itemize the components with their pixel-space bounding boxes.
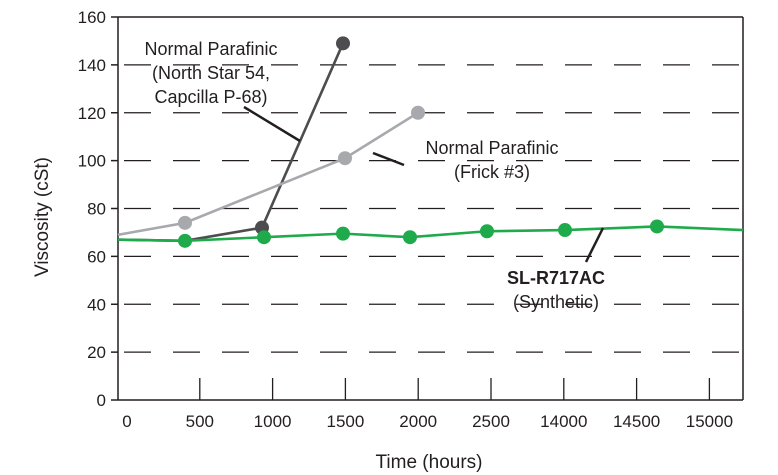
y-tick-label: 120 [78, 104, 106, 123]
annotation-synthetic-line1: SL-R717AC [507, 268, 605, 288]
x-tick-label: 1000 [254, 412, 292, 431]
y-tick-label: 160 [78, 8, 106, 27]
y-tick-label: 0 [97, 391, 106, 410]
y-tick-label: 40 [87, 295, 106, 314]
annotation-north-star-line1: Normal Parafinic [144, 39, 277, 59]
y-tick-label: 20 [87, 343, 106, 362]
y-tick-labels: 0 20 40 60 80 100 120 140 160 [78, 8, 106, 410]
data-point-series-2 [336, 226, 350, 241]
data-point-series-1 [411, 105, 425, 120]
data-point-series-0 [336, 36, 350, 51]
annotation-frick-line2: (Frick #3) [454, 162, 530, 182]
grid-lines [118, 64, 743, 353]
data-point-series-1 [338, 151, 352, 166]
y-tick-label: 100 [78, 152, 106, 171]
y-tick-label: 60 [87, 247, 106, 266]
annotation-frick-line1: Normal Parafinic [425, 138, 558, 158]
x-tick-label: 2000 [399, 412, 437, 431]
x-axis-title: Time (hours) [376, 452, 483, 473]
leader-line-synthetic [584, 227, 605, 263]
annotation-north-star-line2: (North Star 54, [152, 63, 270, 83]
x-tick-label: 2500 [472, 412, 510, 431]
x-tick-label: 15000 [686, 412, 733, 431]
data-point-series-2 [558, 223, 572, 238]
y-tick-label: 80 [87, 200, 106, 219]
x-tick-label: 14500 [613, 412, 660, 431]
data-point-series-2 [480, 224, 494, 239]
data-point-series-2 [650, 219, 664, 234]
y-axis-title: Viscosity (cSt) [32, 157, 53, 277]
series-line-1 [117, 111, 419, 237]
data-point-series-1 [178, 215, 192, 230]
x-tick-label: 500 [186, 412, 214, 431]
series-line-2 [117, 225, 744, 243]
plot-axes [111, 16, 744, 401]
series-points [178, 36, 664, 248]
data-point-series-2 [178, 233, 192, 248]
annotation-north-star-line3: Capcilla P-68) [154, 87, 267, 107]
y-tick-label: 140 [78, 56, 106, 75]
x-tick-label: 14000 [540, 412, 587, 431]
x-tick-label: 0 [122, 412, 131, 431]
leader-line-frick [372, 151, 405, 167]
x-tick-labels: 0 500 1000 1500 2000 2500 14000 14500 15000 [122, 412, 733, 431]
data-point-series-2 [403, 230, 417, 245]
x-tick-label: 1500 [326, 412, 364, 431]
data-point-series-2 [257, 230, 271, 245]
leader-line-north-star [243, 105, 301, 143]
annotation-synthetic-line2: (Synthetic) [513, 292, 599, 312]
